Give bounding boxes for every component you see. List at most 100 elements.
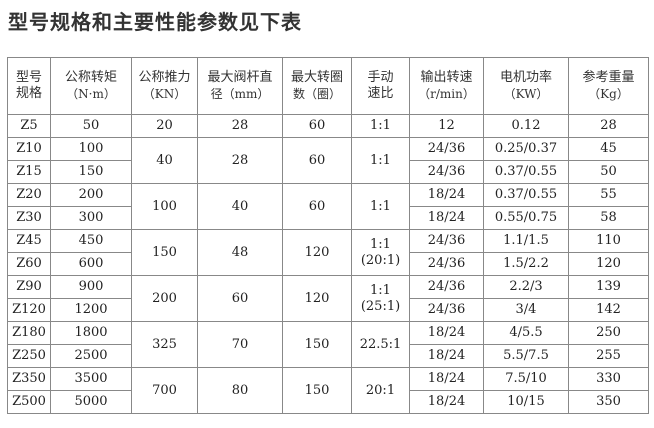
weight-cell: 55 [568, 183, 649, 207]
manual-ratio-cell: 1:1 (25:1) [351, 275, 410, 322]
motor-power-cell: 0.12 [483, 114, 569, 138]
header-name: 型号 [15, 70, 42, 85]
max-turns-cell: 60 [282, 137, 352, 184]
model-cell: Z180 [7, 321, 51, 345]
output-speed-cell: 18/24 [409, 183, 484, 207]
manual-ratio-cell: 1:1 [351, 137, 410, 184]
motor-power-cell: 0.25/0.37 [483, 137, 569, 161]
torque-cell: 1800 [50, 321, 132, 345]
weight-cell: 45 [568, 137, 649, 161]
thrust-cell: 20 [131, 114, 198, 138]
manual-ratio-cell: 1:1 (20:1) [351, 229, 410, 276]
header-name: 最大转圈 [290, 70, 343, 85]
header-row: 型号 规格 公称转矩 （N·m） 公称推力 （KN） 最大阀杆直 径（mm） 最大转圈 数（圈）手… [7, 57, 649, 115]
model-cell: Z90 [7, 275, 51, 299]
weight-cell: 28 [568, 114, 649, 138]
thrust-cell: 325 [131, 321, 198, 368]
weight-cell: 110 [568, 229, 649, 253]
table-row: Z10 100 40 28 60 1:1 24/36 0.25/0.37 45 [7, 137, 649, 184]
weight-cell: 142 [568, 298, 649, 322]
motor-power-cell: 5.5/7.5 [483, 344, 569, 368]
output-speed-cell: 24/36 [409, 275, 484, 299]
thrust-cell: 700 [131, 367, 198, 414]
weight-cell: 120 [568, 252, 649, 276]
stem-diameter-cell: 48 [197, 229, 283, 276]
torque-cell: 50 [50, 114, 132, 138]
torque-cell: 200 [50, 183, 132, 207]
output-speed-cell: 24/36 [409, 229, 484, 253]
table-row: Z500 5000 18/24 10/15 350 [7, 390, 649, 414]
header-unit: 径（mm） [210, 87, 270, 101]
table-row: Z15 150 24/36 0.37/0.55 50 [7, 160, 649, 184]
header-unit: 规格 [15, 86, 42, 101]
spec-table: 型号 规格 公称转矩 （N·m） 公称推力 （KN） 最大阀杆直 径（mm） 最大转圈 数（圈）手… [7, 57, 649, 414]
header-unit: 数（圈） [292, 87, 341, 101]
header-name: 最大阀杆直 [207, 70, 273, 85]
torque-cell: 1200 [50, 298, 132, 322]
table-row: Z120 1200 24/36 3/4 142 [7, 298, 649, 322]
output-speed-cell: 24/36 [409, 252, 484, 276]
column-header: 电机功率 （KW） [483, 57, 569, 115]
torque-cell: 450 [50, 229, 132, 253]
output-speed-cell: 12 [409, 114, 484, 138]
table-row: Z60 600 24/36 1.5/2.2 120 [7, 252, 649, 276]
thrust-cell: 200 [131, 275, 198, 322]
table-row: Z90 900 200 60 120 1:1 (25:1) 24/36 2.2/3 139 [7, 275, 649, 322]
header-name: 电机功率 [499, 70, 552, 85]
output-speed-cell: 24/36 [409, 137, 484, 161]
table-row: Z350 3500 700 80 150 20:1 18/24 7.5/10 330 [7, 367, 649, 414]
torque-cell: 5000 [50, 390, 132, 414]
motor-power-cell: 3/4 [483, 298, 569, 322]
column-header: 公称转矩 （N·m） [50, 57, 132, 115]
output-speed-cell: 24/36 [409, 298, 484, 322]
model-cell: Z20 [7, 183, 51, 207]
header-unit: （Kg） [588, 87, 629, 101]
motor-power-cell: 1.5/2.2 [483, 252, 569, 276]
motor-power-cell: 7.5/10 [483, 367, 569, 391]
table-row: Z45 450 150 48 120 1:1 (20:1) 24/36 1.1/1.5 110 [7, 229, 649, 276]
model-cell: Z30 [7, 206, 51, 230]
column-header: 最大转圈数（圈） [282, 57, 352, 115]
column-header: 参考重量 （Kg） [568, 57, 649, 115]
model-cell: Z350 [7, 367, 51, 391]
thrust-cell: 40 [131, 137, 198, 184]
model-cell: Z120 [7, 298, 51, 322]
model-cell: Z5 [7, 114, 51, 138]
torque-cell: 2500 [50, 344, 132, 368]
max-turns-cell: 60 [282, 114, 352, 138]
header-unit: 速比 [367, 86, 394, 101]
table-row: Z20 200 100 40 60 1:1 18/24 0.37/0.55 55 [7, 183, 649, 230]
output-speed-cell: 18/24 [409, 344, 484, 368]
weight-cell: 350 [568, 390, 649, 414]
motor-power-cell: 1.1/1.5 [483, 229, 569, 253]
stem-diameter-cell: 28 [197, 137, 283, 184]
header-name: 输出转速 [420, 70, 473, 85]
header-name: 手动 [367, 70, 394, 85]
thrust-cell: 100 [131, 183, 198, 230]
torque-cell: 600 [50, 252, 132, 276]
motor-power-cell: 0.37/0.55 [483, 160, 569, 184]
motor-power-cell: 0.37/0.55 [483, 183, 569, 207]
stem-diameter-cell: 80 [197, 367, 283, 414]
weight-cell: 139 [568, 275, 649, 299]
page-title: 型号规格和主要性能参数见下表 [8, 10, 302, 34]
model-cell: Z10 [7, 137, 51, 161]
model-cell: Z60 [7, 252, 51, 276]
column-header: 输出转速 （r/min） [409, 57, 484, 115]
weight-cell: 330 [568, 367, 649, 391]
motor-power-cell: 2.2/3 [483, 275, 569, 299]
model-cell: Z250 [7, 344, 51, 368]
table-row: Z5 50 20 28 60 1:1 12 0.12 28 [7, 114, 649, 138]
torque-cell: 100 [50, 137, 132, 161]
torque-cell: 900 [50, 275, 132, 299]
output-speed-cell: 18/24 [409, 206, 484, 230]
header-name: 参考重量 [582, 70, 635, 85]
manual-ratio-cell: 1:1 [351, 183, 410, 230]
stem-diameter-cell: 40 [197, 183, 283, 230]
motor-power-cell: 10/15 [483, 390, 569, 414]
thrust-cell: 150 [131, 229, 198, 276]
header-unit: （N·m） [66, 87, 116, 101]
header-unit: （KW） [503, 87, 549, 101]
output-speed-cell: 18/24 [409, 390, 484, 414]
header-unit: （r/min） [418, 87, 475, 101]
